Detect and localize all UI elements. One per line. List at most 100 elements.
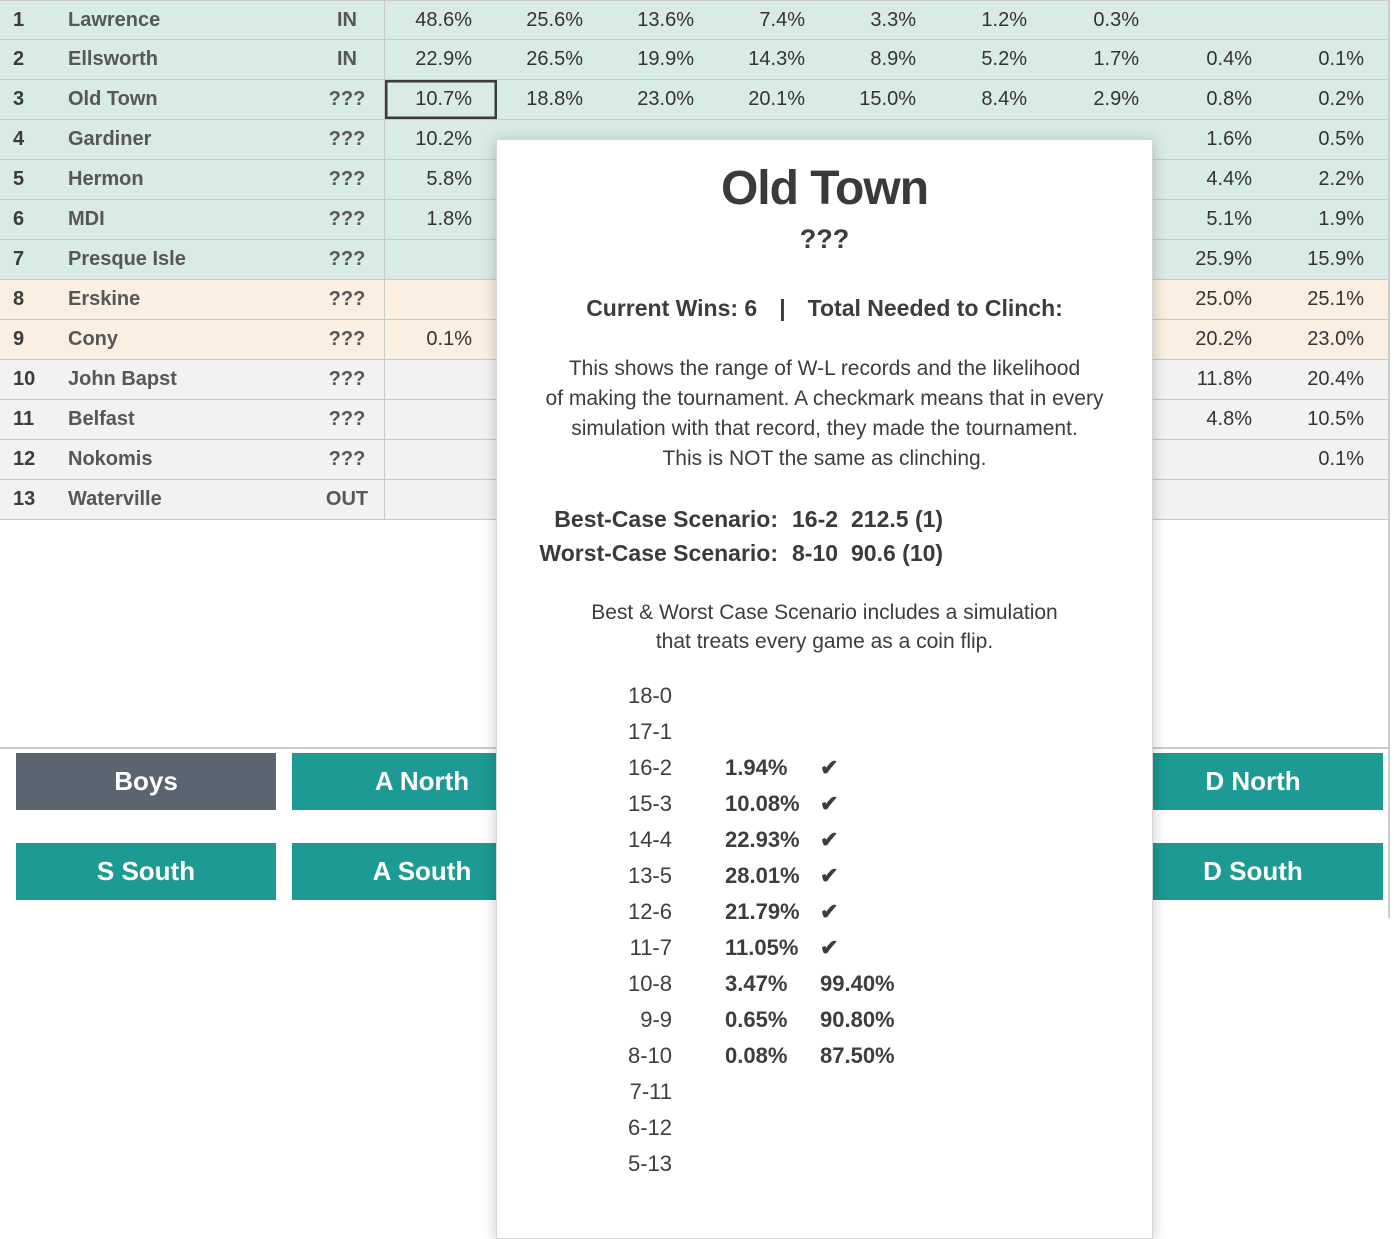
probability-cell[interactable]: 5.8%	[384, 160, 497, 199]
status-cell[interactable]: ???	[310, 160, 384, 199]
probability-cell[interactable]: 2.9%	[1052, 80, 1164, 119]
status-cell[interactable]: ???	[310, 120, 384, 159]
probability-cell[interactable]: 8.9%	[830, 40, 941, 79]
probability-cell[interactable]: 19.9%	[608, 40, 719, 79]
probability-cell[interactable]: 14.3%	[719, 40, 830, 79]
probability-cell[interactable]: 2.2%	[1277, 160, 1389, 199]
team-cell[interactable]: Presque Isle	[68, 240, 310, 279]
probability-cell[interactable]: 25.1%	[1277, 280, 1389, 319]
team-cell[interactable]: Ellsworth	[68, 40, 310, 79]
record-row: 12-6 21.79% ✔	[497, 894, 1152, 930]
status-cell[interactable]: OUT	[310, 480, 384, 519]
probability-cell[interactable]: 5.1%	[1164, 200, 1277, 239]
probability-cell[interactable]: 5.2%	[941, 40, 1052, 79]
probability-cell[interactable]: 0.5%	[1277, 120, 1389, 159]
probability-cell[interactable]: 8.4%	[941, 80, 1052, 119]
team-cell[interactable]: Lawrence	[68, 1, 310, 39]
probability-cell[interactable]: 1.6%	[1164, 120, 1277, 159]
probability-cell[interactable]	[384, 480, 497, 519]
team-cell[interactable]: Old Town	[68, 80, 310, 119]
status-cell[interactable]: ???	[310, 280, 384, 319]
filter-button-d-north[interactable]: D North	[1123, 753, 1383, 810]
probability-cell[interactable]	[1164, 480, 1277, 519]
probability-cell[interactable]: 1.7%	[1052, 40, 1164, 79]
team-cell[interactable]: Cony	[68, 320, 310, 359]
probability-cell[interactable]: 15.0%	[830, 80, 941, 119]
probability-cell[interactable]	[1277, 480, 1389, 519]
probability-cell[interactable]	[384, 240, 497, 279]
probability-cell[interactable]: 0.2%	[1277, 80, 1389, 119]
probability-cell[interactable]	[384, 440, 497, 479]
status-cell[interactable]: IN	[310, 1, 384, 39]
filter-button-s-south[interactable]: S South	[16, 843, 276, 900]
probability-cell[interactable]: 25.6%	[497, 1, 608, 39]
probability-cell[interactable]	[384, 280, 497, 319]
tooltip-wins-line: Current Wins: 6 | Total Needed to Clinch…	[497, 295, 1152, 322]
probability-cell[interactable]	[384, 400, 497, 439]
current-wins-label: Current Wins: 6	[586, 295, 758, 321]
probability-cell[interactable]: 10.2%	[384, 120, 497, 159]
probability-cell[interactable]: 15.9%	[1277, 240, 1389, 279]
probability-cell[interactable]: 23.0%	[608, 80, 719, 119]
probability-cell[interactable]: 1.9%	[1277, 200, 1389, 239]
team-cell[interactable]: Gardiner	[68, 120, 310, 159]
probability-cell[interactable]	[1277, 1, 1389, 39]
rank-cell: 12	[0, 440, 68, 479]
clinch-checkmark-icon: ✔	[820, 863, 839, 888]
scenario-row: Best-Case Scenario: 16-2 212.5 (1)	[497, 502, 1152, 536]
team-cell[interactable]: MDI	[68, 200, 310, 239]
team-cell[interactable]: Hermon	[68, 160, 310, 199]
status-cell[interactable]: ???	[310, 360, 384, 399]
probability-cell[interactable]: 0.4%	[1164, 40, 1277, 79]
probability-cell[interactable]: 48.6%	[384, 1, 497, 39]
probability-cell[interactable]: 0.1%	[384, 320, 497, 359]
probability-cell[interactable]	[384, 360, 497, 399]
probability-cell[interactable]: 1.2%	[941, 1, 1052, 39]
probability-cell[interactable]: 1.8%	[384, 200, 497, 239]
record-row: 8-10 0.08% 87.50%	[497, 1038, 1152, 1074]
probability-cell[interactable]	[1164, 1, 1277, 39]
team-cell[interactable]: Waterville	[68, 480, 310, 519]
probability-cell[interactable]: 20.2%	[1164, 320, 1277, 359]
probability-cell[interactable]: 13.6%	[608, 1, 719, 39]
team-cell[interactable]: Erskine	[68, 280, 310, 319]
filter-button-boys[interactable]: Boys	[16, 753, 276, 810]
probability-cell[interactable]: 0.1%	[1277, 440, 1389, 479]
tooltip-description-line: of making the tournament. A checkmark me…	[545, 387, 1104, 410]
status-cell[interactable]: ???	[310, 320, 384, 359]
probability-cell[interactable]: 25.9%	[1164, 240, 1277, 279]
rank-cell: 2	[0, 40, 68, 79]
probability-cell[interactable]: 26.5%	[497, 40, 608, 79]
status-cell[interactable]: IN	[310, 40, 384, 79]
status-cell[interactable]: ???	[310, 440, 384, 479]
probability-cell[interactable]: 3.3%	[830, 1, 941, 39]
probability-cell[interactable]: 4.8%	[1164, 400, 1277, 439]
probability-cell[interactable]: 25.0%	[1164, 280, 1277, 319]
probability-cell[interactable]: 0.1%	[1277, 40, 1389, 79]
selected-probability-cell[interactable]: 10.7%	[384, 80, 497, 119]
probability-cell[interactable]: 20.4%	[1277, 360, 1389, 399]
status-cell[interactable]: ???	[310, 240, 384, 279]
probability-cell[interactable]: 0.8%	[1164, 80, 1277, 119]
probability-cell[interactable]: 20.1%	[719, 80, 830, 119]
probability-cell[interactable]: 7.4%	[719, 1, 830, 39]
probability-cell[interactable]: 10.5%	[1277, 400, 1389, 439]
coin-flip-note: Best & Worst Case Scenario includes a si…	[497, 598, 1152, 656]
team-cell[interactable]: Nokomis	[68, 440, 310, 479]
probability-cell[interactable]: 22.9%	[384, 40, 497, 79]
probability-cell[interactable]: 0.3%	[1052, 1, 1164, 39]
probability-cell[interactable]: 23.0%	[1277, 320, 1389, 359]
probability-cell[interactable]: 11.8%	[1164, 360, 1277, 399]
probability-cell[interactable]	[1164, 440, 1277, 479]
team-cell[interactable]: John Bapst	[68, 360, 310, 399]
probability-cell[interactable]: 4.4%	[1164, 160, 1277, 199]
record-probability: 0.65%	[725, 1007, 788, 1032]
rank-cell: 10	[0, 360, 68, 399]
filter-button-d-south[interactable]: D South	[1123, 843, 1383, 900]
status-cell[interactable]: ???	[310, 200, 384, 239]
status-cell[interactable]: ???	[310, 400, 384, 439]
status-cell[interactable]: ???	[310, 80, 384, 119]
rank-cell: 11	[0, 400, 68, 439]
probability-cell[interactable]: 18.8%	[497, 80, 608, 119]
team-cell[interactable]: Belfast	[68, 400, 310, 439]
